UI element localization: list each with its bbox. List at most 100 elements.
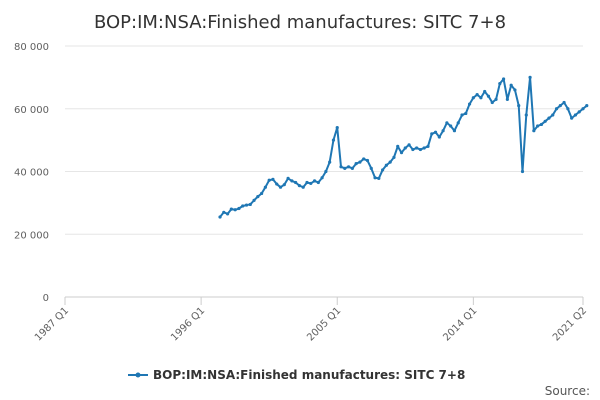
data-point[interactable] [328,160,332,164]
data-point[interactable] [437,135,441,139]
data-point[interactable] [467,102,472,106]
data-point[interactable] [581,107,585,111]
data-point[interactable] [301,185,305,189]
data-point[interactable] [422,146,426,150]
data-point[interactable] [543,119,547,123]
data-point[interactable] [532,129,536,133]
data-point[interactable] [271,177,275,181]
data-point[interactable] [585,104,589,108]
data-point[interactable] [358,160,362,164]
data-point[interactable] [278,185,283,189]
data-point[interactable] [388,160,392,164]
data-point[interactable] [354,162,358,166]
data-point[interactable] [577,110,581,114]
data-point[interactable] [297,184,302,188]
data-point[interactable] [233,208,237,212]
data-point[interactable] [365,158,370,163]
data-point[interactable] [399,151,404,155]
data-point[interactable] [260,191,264,196]
data-point[interactable] [396,144,400,148]
data-point[interactable] [305,180,309,185]
data-point[interactable] [381,168,385,172]
data-point[interactable] [445,121,449,125]
data-point[interactable] [539,122,544,127]
data-point[interactable] [362,157,366,161]
data-point[interactable] [222,210,226,214]
data-point[interactable] [483,89,487,94]
data-point[interactable] [407,143,411,147]
data-point[interactable] [502,77,506,81]
data-point[interactable] [267,178,271,182]
data-point[interactable] [282,183,286,187]
data-point[interactable] [225,212,230,216]
data-point[interactable] [490,100,494,105]
data-point[interactable] [551,113,555,117]
data-point[interactable] [241,204,245,208]
data-point[interactable] [570,116,574,120]
data-point[interactable] [554,107,559,111]
data-point[interactable] [426,144,430,148]
data-point[interactable] [524,113,528,117]
data-point[interactable] [460,113,464,117]
data-point[interactable] [256,195,260,199]
data-point[interactable] [346,165,351,169]
data-point[interactable] [316,180,320,185]
data-point[interactable] [275,182,279,186]
legend[interactable]: BOP:IM:NSA:Finished manufactures: SITC 7… [128,368,465,382]
data-point[interactable] [520,169,525,174]
data-point[interactable] [377,176,381,180]
data-point[interactable] [558,104,562,108]
data-point[interactable] [452,129,457,133]
data-point[interactable] [237,206,241,211]
data-point[interactable] [294,180,298,185]
data-point[interactable] [415,146,419,150]
data-point[interactable] [513,88,517,92]
data-point[interactable] [475,93,479,97]
data-point[interactable] [373,176,377,180]
data-point[interactable] [339,165,343,169]
data-point[interactable] [486,94,491,98]
data-point[interactable] [562,100,566,105]
data-point[interactable] [509,83,513,87]
data-point[interactable] [536,124,540,128]
data-point[interactable] [464,111,468,116]
data-point[interactable] [573,113,578,117]
data-point[interactable] [479,96,483,100]
data-point[interactable] [248,202,252,207]
data-point[interactable] [218,215,222,219]
data-point[interactable] [331,138,336,142]
data-point[interactable] [229,207,233,211]
data-point[interactable] [244,203,249,207]
data-point[interactable] [449,124,453,128]
data-point[interactable] [403,146,407,150]
data-point[interactable] [418,147,423,152]
data-point[interactable] [456,121,460,125]
data-point[interactable] [312,179,317,183]
data-point[interactable] [517,104,521,108]
data-point[interactable] [369,166,373,170]
data-point[interactable] [290,179,294,183]
data-point[interactable] [392,155,396,159]
data-point[interactable] [505,97,509,101]
data-point[interactable] [335,125,339,130]
data-point[interactable] [343,166,347,170]
data-point[interactable] [433,130,438,134]
data-point[interactable] [263,185,267,189]
data-point[interactable] [309,181,313,186]
data-point[interactable] [384,163,388,167]
data-point[interactable] [471,96,475,100]
data-point[interactable] [286,176,290,180]
data-point[interactable] [566,107,570,111]
data-point[interactable] [324,169,328,174]
data-point[interactable] [430,132,434,136]
data-point[interactable] [411,147,415,152]
data-point[interactable] [320,176,324,180]
data-point[interactable] [494,97,498,101]
data-point[interactable] [252,198,256,202]
data-point[interactable] [547,116,551,120]
source-label[interactable]: Source: [545,384,590,398]
data-point[interactable] [350,166,354,170]
data-point[interactable] [441,129,445,133]
data-point[interactable] [528,75,532,79]
data-point[interactable] [498,82,502,86]
